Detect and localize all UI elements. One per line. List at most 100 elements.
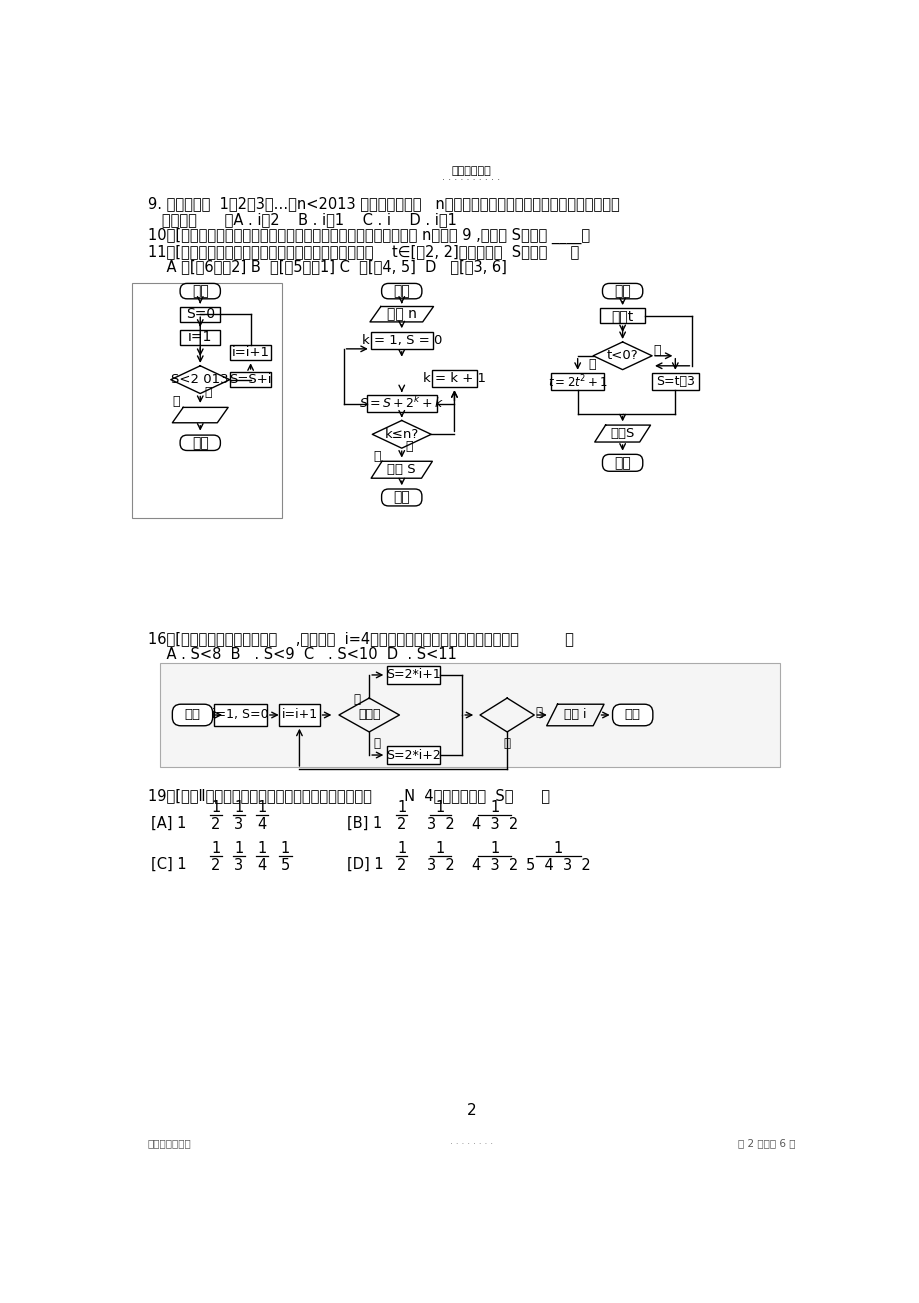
Text: 是: 是 xyxy=(204,386,211,399)
Text: i=1: i=1 xyxy=(187,330,212,344)
Text: 否: 否 xyxy=(535,706,542,719)
Text: 11．[湖南］执行下（右）如图的程序框图，如果输入的    t∈[－2, 2]，则输出的  S属于（     ）: 11．[湖南］执行下（右）如图的程序框图，如果输入的 t∈[－2, 2]，则输出… xyxy=(147,244,578,259)
Text: 1: 1 xyxy=(490,840,499,856)
FancyBboxPatch shape xyxy=(180,306,221,322)
Text: 开始: 开始 xyxy=(614,284,630,298)
Text: t<0?: t<0? xyxy=(607,349,638,362)
Text: [C] 1: [C] 1 xyxy=(151,857,186,872)
Text: 输入t: 输入t xyxy=(611,309,633,323)
Text: · · · · · · · ·: · · · · · · · · xyxy=(449,1140,493,1149)
Text: 1: 1 xyxy=(210,800,221,814)
Text: 开始: 开始 xyxy=(192,284,209,298)
Text: 否: 否 xyxy=(373,450,381,463)
Text: 2: 2 xyxy=(466,1104,476,1118)
Text: 开始: 开始 xyxy=(185,709,200,722)
Text: · · · · · · · · · ·: · · · · · · · · · · xyxy=(442,175,500,185)
Text: i=1, S=0: i=1, S=0 xyxy=(212,709,268,722)
Text: 是: 是 xyxy=(405,440,413,453)
FancyBboxPatch shape xyxy=(432,370,476,387)
Text: S=0: S=0 xyxy=(186,308,214,322)
Text: 3  2: 3 2 xyxy=(426,817,454,833)
Text: k = k + 1: k = k + 1 xyxy=(423,373,485,386)
Text: 是: 是 xyxy=(373,736,380,749)
Text: 19．[课标Ⅱ］执行下（左）图的程序框图，如果输入的       N  4，那么输出的  S（      ）: 19．[课标Ⅱ］执行下（左）图的程序框图，如果输入的 N 4，那么输出的 S（ … xyxy=(147,788,549,803)
Text: 4  3  2: 4 3 2 xyxy=(471,857,517,873)
Text: 否: 否 xyxy=(353,693,360,706)
Text: 10．[湖北］阅读下（中）的程序框图，运行相应的程序，假设输入 n的值为 9 ,则输出 S的值为 ____．: 10．[湖北］阅读下（中）的程序框图，运行相应的程序，假设输入 n的值为 9 ,… xyxy=(147,228,589,244)
Text: 1: 1 xyxy=(436,800,445,814)
Text: [A] 1: [A] 1 xyxy=(151,816,186,831)
Text: 1: 1 xyxy=(397,800,406,814)
Text: 2: 2 xyxy=(210,857,221,873)
Text: 名师训练典总结: 名师训练典总结 xyxy=(147,1138,191,1148)
Text: 9. 为了求满足  1＋2＋3＋…＋n<2013 的最大的自然数   n，算法框图如下（左）图所示，则输出框中应: 9. 为了求满足 1＋2＋3＋…＋n<2013 的最大的自然数 n，算法框图如下… xyxy=(147,197,618,211)
Text: k = 1, S = 0: k = 1, S = 0 xyxy=(361,334,441,347)
Text: $t=2t^2+1$: $t=2t^2+1$ xyxy=(547,374,607,391)
FancyBboxPatch shape xyxy=(387,666,439,684)
Text: 结束: 结束 xyxy=(624,709,640,722)
Text: 5: 5 xyxy=(280,857,289,873)
Text: 结束: 结束 xyxy=(393,490,410,504)
Text: 1: 1 xyxy=(210,840,221,856)
FancyBboxPatch shape xyxy=(180,330,221,345)
FancyBboxPatch shape xyxy=(180,435,221,451)
FancyBboxPatch shape xyxy=(599,308,644,323)
Text: 是: 是 xyxy=(588,358,596,371)
FancyBboxPatch shape xyxy=(652,374,698,391)
Text: A . S<8  B   . S<9  C   . S<10  D  . S<11: A . S<8 B . S<9 C . S<10 D . S<11 xyxy=(147,646,456,662)
Text: 开始: 开始 xyxy=(393,284,410,298)
Text: 输出 S: 输出 S xyxy=(387,464,415,477)
Text: 输入 n: 输入 n xyxy=(386,308,416,322)
Text: 1: 1 xyxy=(397,840,406,856)
Text: i=i+1: i=i+1 xyxy=(232,347,269,360)
Text: 结束: 结束 xyxy=(192,435,209,450)
Text: 否: 否 xyxy=(652,344,661,357)
Text: 结束: 结束 xyxy=(614,456,630,470)
Text: S=t－3: S=t－3 xyxy=(655,375,694,388)
Text: k≤n?: k≤n? xyxy=(384,427,418,440)
Text: 5  4  3  2: 5 4 3 2 xyxy=(526,857,590,873)
Text: 输出S: 输出S xyxy=(610,427,634,440)
Text: 2: 2 xyxy=(397,817,406,833)
Text: 1: 1 xyxy=(257,800,267,814)
FancyBboxPatch shape xyxy=(180,284,221,298)
Text: 1: 1 xyxy=(490,800,499,814)
Text: 1: 1 xyxy=(436,840,445,856)
Text: 1: 1 xyxy=(280,840,289,856)
Text: $S=S+2^k+k$: $S=S+2^k+k$ xyxy=(358,396,444,412)
Text: 是: 是 xyxy=(503,736,510,749)
FancyBboxPatch shape xyxy=(279,704,319,726)
FancyBboxPatch shape xyxy=(231,345,270,361)
FancyBboxPatch shape xyxy=(172,704,212,726)
FancyBboxPatch shape xyxy=(160,663,779,767)
Text: S=S+i: S=S+i xyxy=(229,373,272,386)
FancyBboxPatch shape xyxy=(132,284,281,519)
Text: 1: 1 xyxy=(234,800,244,814)
FancyBboxPatch shape xyxy=(367,395,437,412)
Text: 第 2 页，共 6 页: 第 2 页，共 6 页 xyxy=(737,1138,795,1148)
Text: [B] 1: [B] 1 xyxy=(347,816,382,831)
Text: 1: 1 xyxy=(257,840,267,856)
Text: 4: 4 xyxy=(257,817,267,833)
Text: 3: 3 xyxy=(234,817,244,833)
FancyBboxPatch shape xyxy=(370,332,432,349)
Text: i=i+1: i=i+1 xyxy=(281,709,317,722)
Text: 否: 否 xyxy=(172,395,179,408)
Text: 16．[江西］阅读如下程序框图    ,如果输出  i=4，那么空白的判断框中应填入的条件（          ）: 16．[江西］阅读如下程序框图 ,如果输出 i=4，那么空白的判断框中应填入的条… xyxy=(147,632,573,646)
Text: S=2*i+2: S=2*i+2 xyxy=(386,748,440,761)
Text: 1: 1 xyxy=(234,840,244,856)
Text: 是奇数: 是奇数 xyxy=(357,709,380,722)
Text: 4: 4 xyxy=(257,857,267,873)
Text: S=2*i+1: S=2*i+1 xyxy=(386,668,440,681)
Text: 2: 2 xyxy=(210,817,221,833)
Text: 1: 1 xyxy=(553,840,562,856)
Text: 输出 i: 输出 i xyxy=(563,709,586,722)
FancyBboxPatch shape xyxy=(550,374,604,391)
FancyBboxPatch shape xyxy=(231,371,270,387)
Text: [D] 1: [D] 1 xyxy=(347,857,384,872)
Text: S<2 013: S<2 013 xyxy=(171,373,229,386)
FancyBboxPatch shape xyxy=(602,455,642,472)
Text: 3  2: 3 2 xyxy=(426,857,454,873)
FancyBboxPatch shape xyxy=(214,704,267,726)
FancyBboxPatch shape xyxy=(381,284,422,298)
